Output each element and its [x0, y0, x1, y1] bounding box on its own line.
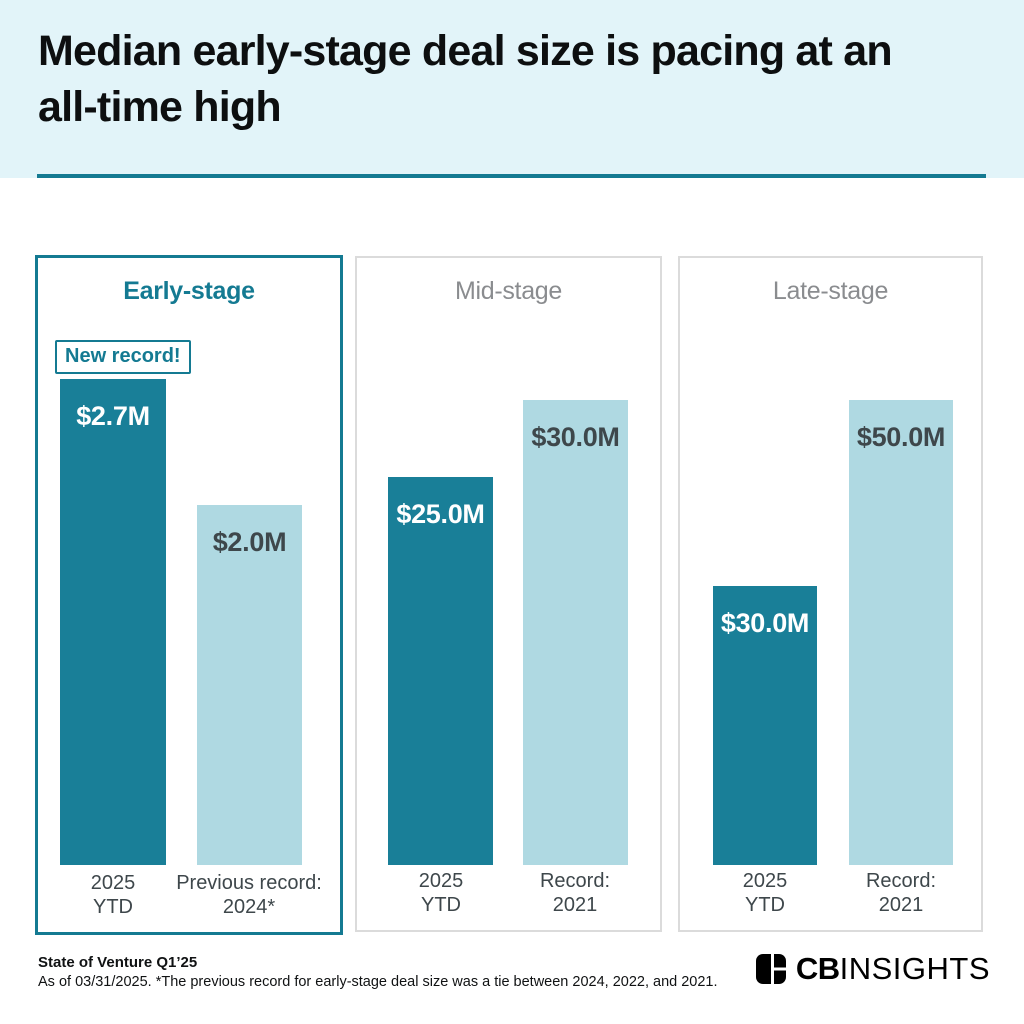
logo-text-insights: INSIGHTS [839, 951, 990, 986]
bar-late-2025-ytd: $30.0M [713, 586, 817, 865]
new-record-badge: New record! [55, 340, 191, 374]
panel-early-stage: Early-stage New record! $2.7M $2.0M 2025… [35, 255, 343, 935]
logo-text-cb: CB [795, 951, 840, 986]
cbinsights-logo-text: CBINSIGHTS [796, 951, 990, 987]
panel-mid-stage: Mid-stage $25.0M $30.0M 2025 YTD Record:… [355, 256, 662, 932]
bar-value-label: $2.7M [76, 401, 150, 431]
bar-value-label: $25.0M [396, 499, 485, 529]
page-title: Median early-stage deal size is pacing a… [0, 0, 1024, 136]
footnote: As of 03/31/2025. *The previous record f… [38, 974, 718, 990]
bar-value-label: $2.0M [212, 527, 287, 557]
cbinsights-logo: CBINSIGHTS [753, 951, 990, 987]
source-label: State of Venture Q1’25 [38, 954, 198, 971]
page-title-line-1: Median early-stage deal size is pacing a… [38, 27, 893, 75]
bar-early-previous-record: $2.0M [197, 505, 302, 865]
bar-value-label: $30.0M [531, 422, 620, 452]
page-title-line-2: all-time high [38, 82, 282, 131]
panel-late-stage: Late-stage $30.0M $50.0M 2025 YTD Record… [678, 256, 983, 932]
cbinsights-logo-icon [755, 954, 786, 984]
bar-category-label: Previous record: 2024* [176, 872, 322, 918]
bar-category-label: 2025 YTD [742, 870, 788, 916]
bar-mid-record-2021: $30.0M [523, 400, 628, 865]
bar-value-label: $50.0M [856, 422, 946, 452]
bar-category-label: Record: 2021 [865, 870, 937, 916]
header-divider [37, 174, 986, 178]
bar-early-2025-ytd: $2.7M [60, 379, 166, 865]
bar-value-label: $30.0M [720, 608, 810, 638]
chart-header: Median early-stage deal size is pacing a… [0, 0, 1024, 178]
footer: State of Venture Q1’25 As of 03/31/2025.… [38, 954, 718, 990]
bar-category-label: 2025 YTD [418, 870, 464, 916]
bar-category-label: Record: 2021 [539, 870, 611, 916]
panel-title-late-stage: Late-stage [772, 277, 889, 305]
panel-title-early-stage: Early-stage [123, 277, 255, 305]
bar-mid-2025-ytd: $25.0M [388, 477, 493, 865]
panel-title-mid-stage: Mid-stage [454, 277, 563, 305]
bar-category-label: 2025 YTD [90, 872, 136, 918]
bar-late-record-2021: $50.0M [849, 400, 953, 865]
